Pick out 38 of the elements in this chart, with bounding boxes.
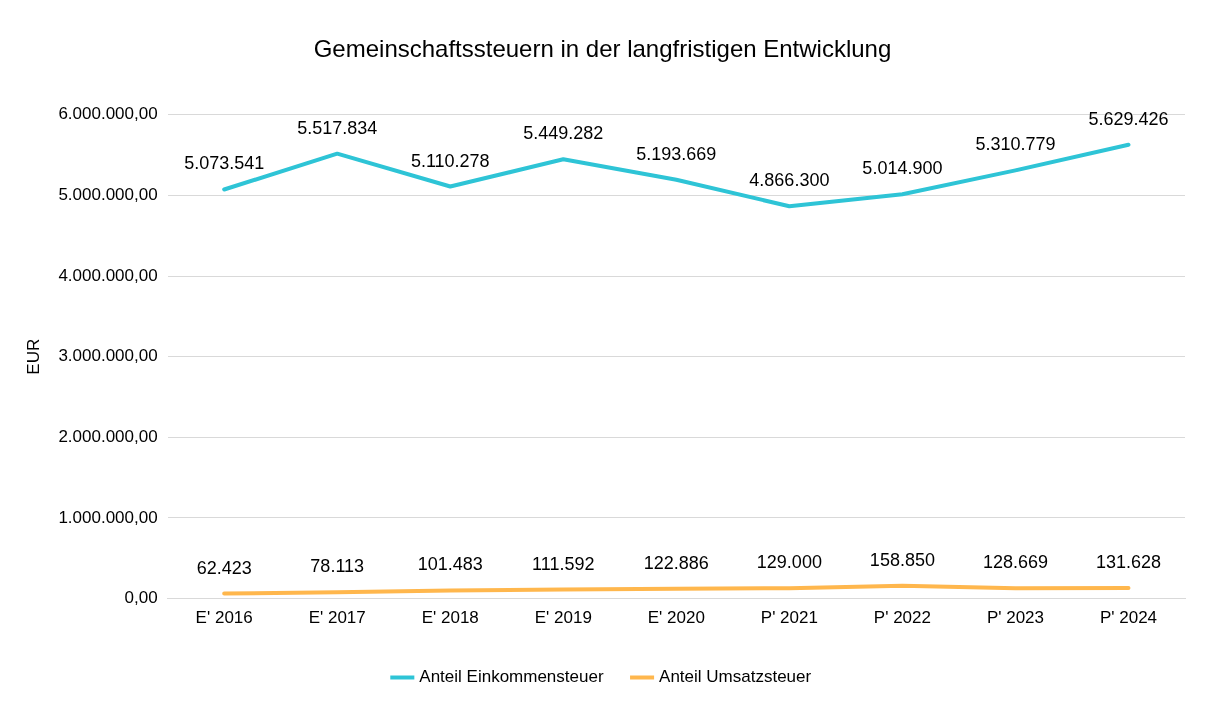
x-tick-label: P' 2022: [873, 608, 931, 628]
legend-label: Anteil Einkommensteuer: [419, 667, 604, 687]
y-tick-label: 1.000.000,00: [58, 507, 158, 527]
data-label: 101.483: [417, 554, 483, 575]
x-tick-label: P' 2021: [760, 608, 818, 628]
y-axis-title: EUR: [23, 338, 43, 375]
y-tick-label: 5.000.000,00: [58, 185, 158, 205]
y-tick-label: 2.000.000,00: [58, 427, 158, 447]
x-tick-label: E' 2018: [421, 608, 479, 628]
data-label: 122.886: [643, 552, 709, 573]
data-label: 5.629.426: [1088, 108, 1169, 129]
x-tick-label: P' 2023: [986, 608, 1045, 628]
x-tick-label: E' 2017: [308, 608, 366, 628]
data-label: 5.073.541: [184, 153, 265, 174]
data-label: 5.110.278: [410, 150, 490, 171]
y-tick-label: 0,00: [124, 588, 158, 608]
data-label: 62.423: [196, 557, 252, 578]
data-label: 131.628: [1095, 551, 1162, 572]
legend-label: Anteil Umsatzsteuer: [659, 667, 812, 687]
data-label: 111.592: [532, 553, 595, 574]
y-tick-label: 3.000.000,00: [58, 346, 158, 366]
data-label: 5.310.779: [975, 134, 1056, 155]
data-label: 129.000: [756, 552, 822, 573]
chart-title: Gemeinschaftssteuern in der langfristigen Entwicklung: [313, 35, 892, 63]
data-label: 78.113: [310, 556, 365, 577]
x-tick-label: E' 2020: [647, 608, 705, 628]
data-label: 5.517.834: [297, 117, 378, 138]
data-label: 5.014.900: [862, 158, 943, 179]
data-label: 128.669: [982, 552, 1048, 573]
x-tick-label: P' 2024: [1099, 608, 1158, 628]
data-label: 5.193.669: [636, 143, 717, 164]
y-tick-label: 6.000.000,00: [58, 104, 158, 124]
data-label: 158.850: [869, 549, 935, 570]
x-tick-label: E' 2019: [534, 608, 592, 628]
y-tick-label: 4.000.000,00: [58, 265, 158, 285]
x-tick-label: E' 2016: [195, 608, 253, 628]
data-label: 4.866.300: [749, 170, 830, 191]
data-label: 5.449.282: [523, 123, 604, 144]
